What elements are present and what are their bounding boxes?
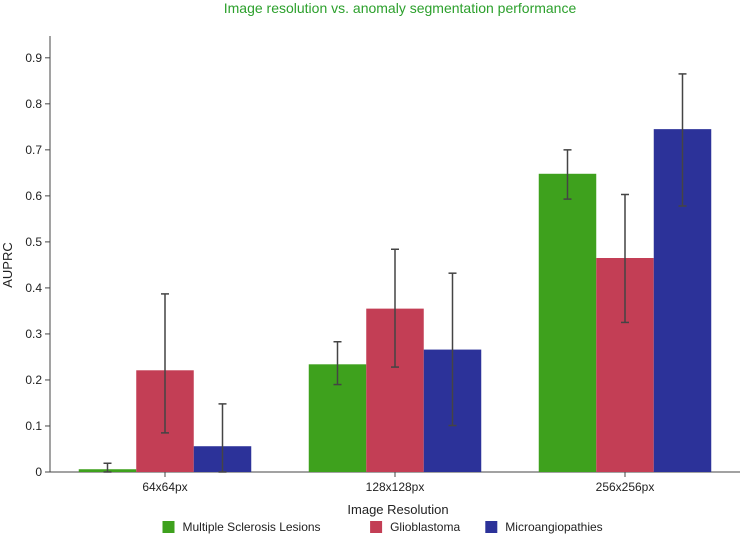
y-tick-label: 0 — [35, 465, 42, 479]
legend-swatch — [162, 521, 175, 533]
legend: Multiple Sclerosis Lesions Glioblastoma Mi… — [162, 520, 603, 534]
y-tick-label: 0.2 — [25, 373, 42, 387]
y-tick-label: 0.6 — [25, 189, 42, 203]
legend-label: Microangiopathies — [505, 520, 602, 534]
legend-label: Glioblastoma — [390, 520, 460, 534]
chart-title: Image resolution vs. anomaly segmentatio… — [224, 0, 577, 16]
x-axis-title: Image Resolution — [347, 502, 448, 517]
y-tick-label: 0.9 — [25, 51, 42, 65]
y-axis: 0 0.1 0.2 0.3 0.4 0.5 0.6 0.7 0.8 0.9 — [25, 36, 51, 479]
bar — [538, 173, 597, 472]
y-tick-label: 0.1 — [25, 419, 42, 433]
y-tick-label: 0.4 — [25, 281, 42, 295]
x-axis: 64x64px 128x128px 256x256px — [50, 471, 740, 494]
y-tick-label: 0.8 — [25, 97, 42, 111]
y-axis-title: AUPRC — [0, 242, 15, 288]
y-tick-label: 0.5 — [25, 235, 42, 249]
legend-swatch — [485, 521, 498, 533]
legend-label: Multiple Sclerosis Lesions — [183, 520, 321, 534]
x-tick-label: 256x256px — [596, 480, 655, 494]
error-bars-group — [103, 73, 687, 473]
legend-swatch — [370, 521, 383, 533]
y-tick-label: 0.7 — [25, 143, 42, 157]
x-tick-label: 128x128px — [366, 480, 425, 494]
y-tick-label: 0.3 — [25, 327, 42, 341]
x-tick-label: 64x64px — [142, 480, 187, 494]
